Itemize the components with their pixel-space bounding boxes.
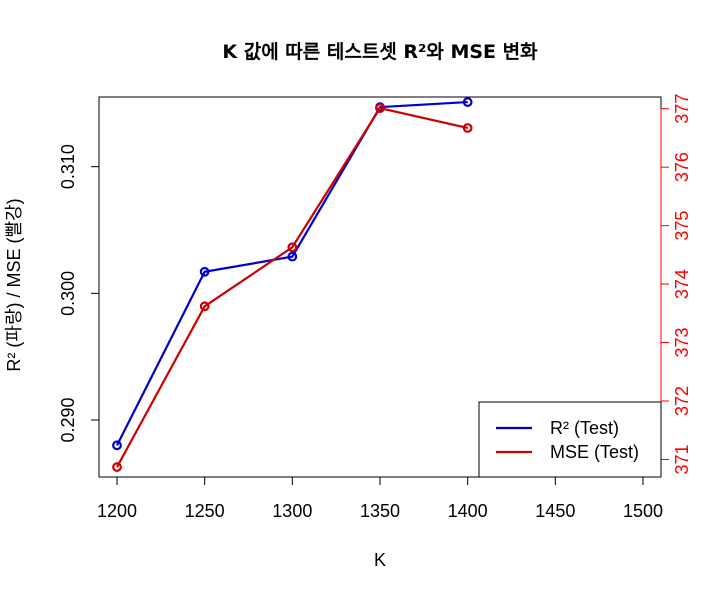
series-line-2 bbox=[116, 106, 468, 468]
y-right-tick-label: 374 bbox=[672, 269, 692, 299]
y-right-tick-label: 375 bbox=[672, 211, 692, 241]
x-tick-label: 1200 bbox=[97, 501, 137, 521]
series-2-point bbox=[199, 301, 210, 312]
x-tick-label: 1350 bbox=[360, 501, 400, 521]
y-axis-right: 371 372 373 374 375 376 377 bbox=[660, 94, 692, 474]
y-left-tick-label: 0.310 bbox=[58, 144, 78, 189]
y-left-tick-label: 0.290 bbox=[58, 397, 78, 442]
y-axis-left-label: R² (파랑) / MSE (빨강) bbox=[4, 198, 24, 371]
y-axis-left: 0.290 0.300 0.310 bbox=[58, 144, 100, 443]
legend-box bbox=[478, 401, 662, 478]
series-2-point bbox=[462, 123, 473, 133]
series-layer bbox=[112, 97, 473, 472]
x-tick-label: 1450 bbox=[535, 501, 575, 521]
chart-title: K 값에 따른 테스트셋 R²와 MSE 변화 bbox=[222, 41, 538, 63]
series-2-point bbox=[287, 242, 298, 253]
y-right-tick-label: 372 bbox=[672, 386, 692, 416]
legend: R² (Test) MSE (Test) bbox=[478, 401, 662, 478]
series-2-point bbox=[375, 103, 385, 114]
y-right-tick-label: 376 bbox=[672, 152, 692, 182]
series-1-point bbox=[112, 440, 122, 451]
series-1-point bbox=[462, 97, 473, 107]
series-line-1 bbox=[116, 100, 468, 446]
y-left-tick-label: 0.300 bbox=[58, 271, 78, 316]
y-right-tick-label: 373 bbox=[672, 328, 692, 358]
y-right-tick-label: 371 bbox=[672, 444, 692, 474]
x-tick-label: 1300 bbox=[272, 501, 312, 521]
y-right-tick-label: 377 bbox=[672, 94, 692, 124]
legend-label: R² (Test) bbox=[550, 418, 619, 438]
x-axis-label: K bbox=[374, 550, 386, 570]
series-1-point bbox=[199, 266, 210, 277]
x-tick-label: 1500 bbox=[623, 501, 663, 521]
series-2-point bbox=[112, 462, 122, 472]
series-1-point bbox=[287, 251, 298, 262]
x-tick-label: 1250 bbox=[185, 501, 225, 521]
x-axis: 1200 1250 1300 1350 1400 1450 1500 bbox=[97, 476, 663, 521]
legend-label: MSE (Test) bbox=[550, 442, 639, 462]
x-tick-label: 1400 bbox=[448, 501, 488, 521]
